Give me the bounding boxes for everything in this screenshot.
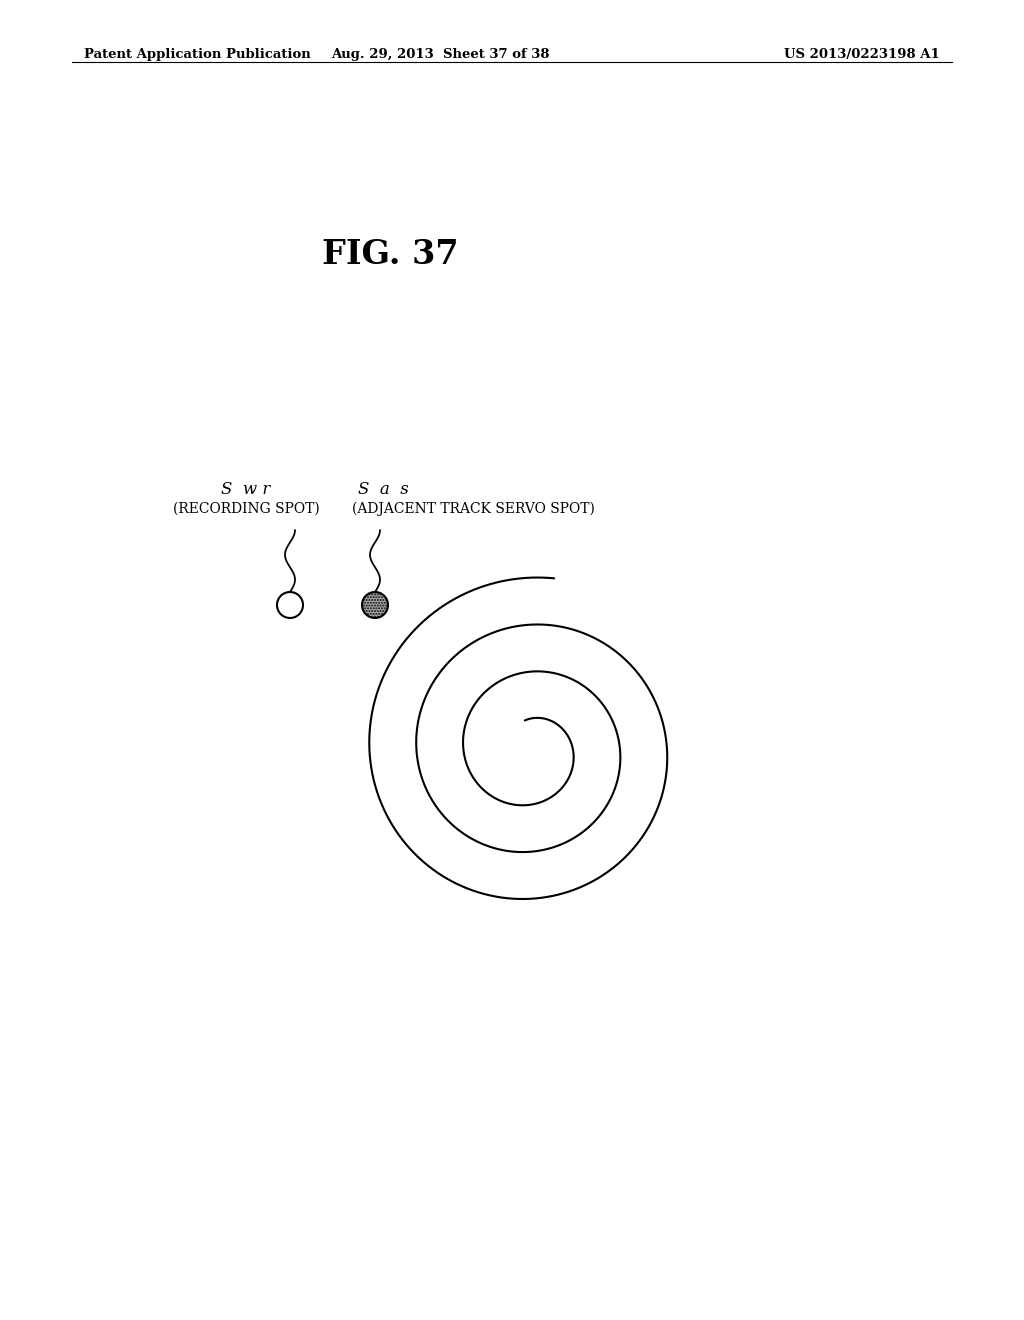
Text: (ADJACENT TRACK SERVO SPOT): (ADJACENT TRACK SERVO SPOT) xyxy=(352,502,595,516)
Text: S  a  s: S a s xyxy=(358,480,409,498)
Text: FIG. 37: FIG. 37 xyxy=(322,239,459,272)
Text: S  w r: S w r xyxy=(221,480,270,498)
Text: (RECORDING SPOT): (RECORDING SPOT) xyxy=(173,502,319,516)
Text: Aug. 29, 2013  Sheet 37 of 38: Aug. 29, 2013 Sheet 37 of 38 xyxy=(331,48,550,61)
Circle shape xyxy=(278,591,303,618)
Text: Patent Application Publication: Patent Application Publication xyxy=(84,48,310,61)
Circle shape xyxy=(362,591,388,618)
Text: US 2013/0223198 A1: US 2013/0223198 A1 xyxy=(784,48,940,61)
